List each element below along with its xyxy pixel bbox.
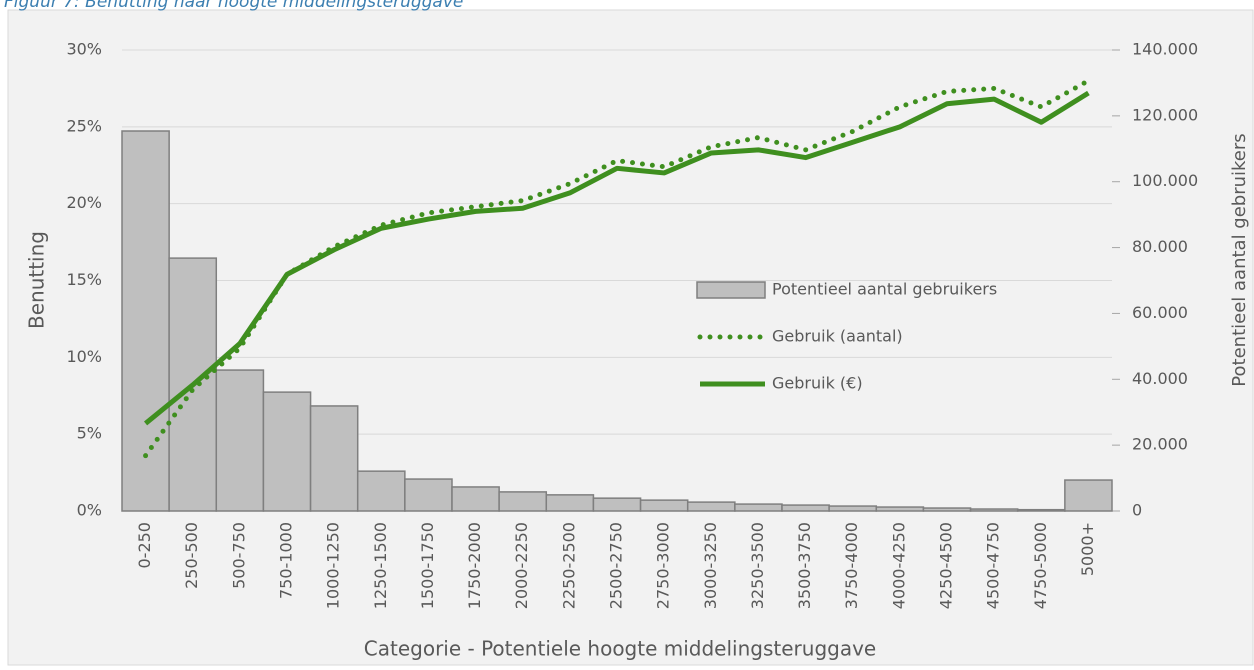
x-tick-label: 3500-3750 [795, 522, 814, 609]
x-tick-label: 3250-3500 [748, 522, 767, 609]
bar [969, 508, 1019, 512]
y-tick-label: 15% [66, 270, 102, 289]
bar [686, 501, 736, 512]
x-tick-label: 4000-4250 [889, 522, 908, 609]
y-axis-label: Benutting [25, 231, 49, 329]
y2-tick-label: 20.000 [1132, 435, 1188, 454]
bar [1016, 508, 1066, 512]
bar [781, 504, 830, 512]
bar [215, 369, 265, 512]
y-tick-label: 20% [66, 193, 102, 212]
bar [828, 505, 878, 512]
bar [121, 130, 170, 512]
y2-tick-label: 0 [1132, 501, 1142, 520]
x-tick-label: 1250-1500 [371, 522, 390, 609]
x-tick-label: 4250-4500 [937, 522, 956, 609]
y2-tick-label: 40.000 [1132, 369, 1188, 388]
y2-tick-label: 120.000 [1132, 105, 1198, 124]
y-tick-label: 0% [77, 501, 102, 520]
x-tick-label: 2250-2500 [559, 522, 578, 609]
legend-label: Gebruik (aantal) [772, 327, 903, 346]
x-tick-label: 3750-4000 [842, 522, 861, 609]
bar [922, 507, 972, 512]
y2-tick-label: 140.000 [1132, 40, 1198, 59]
bar [451, 486, 500, 512]
y2-tick-label: 80.000 [1132, 237, 1188, 256]
x-tick-label: 1500-1750 [418, 522, 437, 609]
x-axis-label: Categorie - Potentiele hoogte middelings… [364, 637, 876, 661]
bar [498, 491, 548, 512]
y2-tick-label: 60.000 [1132, 303, 1188, 322]
x-tick-label: 1750-2000 [465, 522, 484, 609]
chart-title: Figuur 7: Benutting naar hoogte middelin… [4, 0, 463, 12]
legend-label: Gebruik (€) [772, 374, 863, 393]
x-tick-label: 2750-3000 [654, 522, 673, 609]
bar [1064, 479, 1113, 512]
line [143, 90, 1090, 426]
y-tick-label: 10% [66, 347, 102, 366]
bar [262, 391, 312, 512]
y2-axis-label: Potentieel aantal gebruikers [1229, 133, 1250, 386]
x-tick-label: 3000-3250 [701, 522, 720, 609]
x-tick-label: 0-250 [135, 522, 154, 569]
bar [639, 499, 689, 512]
x-tick-label: 250-500 [182, 522, 201, 589]
bar [545, 494, 595, 512]
y-tick-label: 5% [77, 424, 102, 443]
bar [404, 478, 453, 512]
x-tick-label: 1000-1250 [324, 522, 343, 609]
bar [592, 497, 642, 512]
x-tick-label: 4750-5000 [1031, 522, 1050, 609]
y2-tick-label: 100.000 [1132, 171, 1198, 190]
x-tick-label: 500-750 [229, 522, 248, 589]
legend-label: Potentieel aantal gebruikers [772, 280, 997, 299]
x-tick-label: 4500-4750 [984, 522, 1003, 609]
y-tick-label: 30% [66, 40, 102, 59]
bar [356, 470, 406, 512]
x-tick-label: 5000+ [1078, 522, 1097, 576]
x-tick-label: 750-1000 [277, 522, 296, 599]
y-tick-label: 25% [66, 116, 102, 135]
bar [734, 503, 783, 512]
bar [875, 506, 925, 512]
legend-swatch [696, 281, 766, 299]
x-tick-label: 2500-2750 [607, 522, 626, 609]
bar [309, 405, 359, 512]
x-tick-label: 2000-2250 [512, 522, 531, 609]
